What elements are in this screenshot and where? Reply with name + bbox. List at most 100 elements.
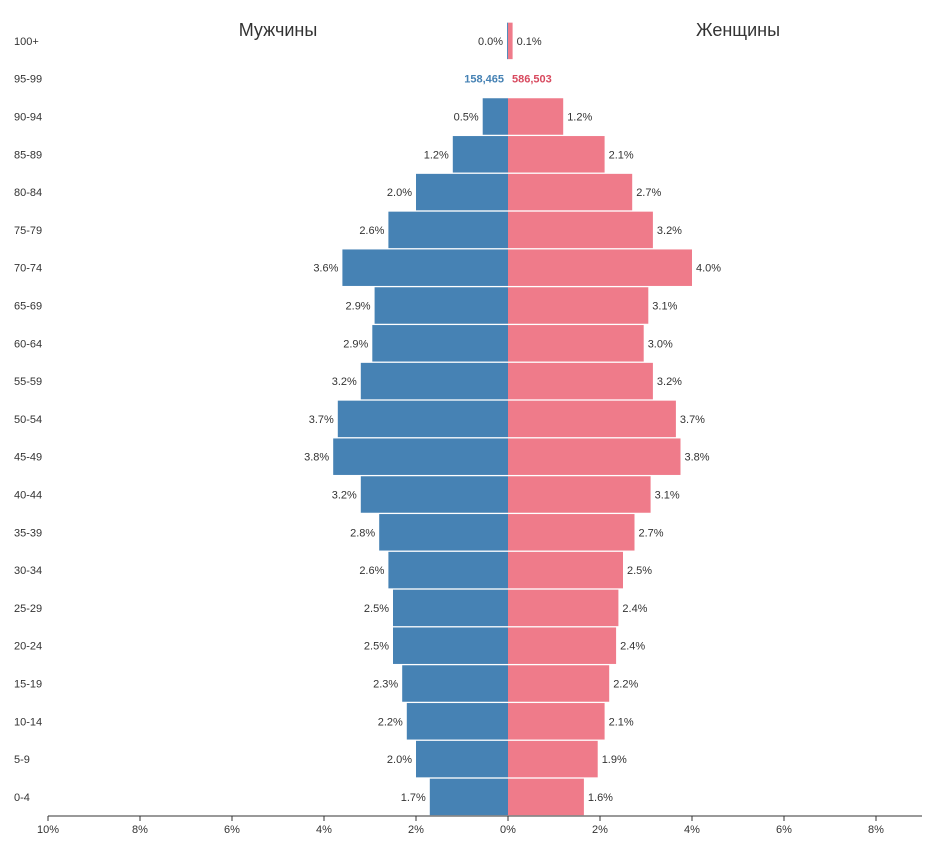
male-value-label-5-9: 2.0% <box>387 754 412 766</box>
male-bar-15-19 <box>402 665 508 702</box>
x-axis-tick-label: 10% <box>37 824 59 836</box>
age-label-90-94: 90-94 <box>14 112 42 124</box>
x-axis-tick-label: 6% <box>776 824 792 836</box>
age-label-70-74: 70-74 <box>14 263 42 275</box>
male-value-label-50-54: 3.7% <box>309 414 334 426</box>
female-bar-40-44 <box>508 476 651 513</box>
male-value-label-15-19: 2.3% <box>373 679 398 691</box>
male-value-label-30-34: 2.6% <box>359 565 384 577</box>
male-value-label-75-79: 2.6% <box>359 225 384 237</box>
female-bar-20-24 <box>508 627 617 664</box>
female-bar-25-29 <box>508 589 619 627</box>
female-value-label-65-69: 3.1% <box>652 301 677 313</box>
x-axis-tick-label: 8% <box>132 824 148 836</box>
x-axis-tick-label: 6% <box>224 824 240 836</box>
female-bar-70-74 <box>508 249 692 286</box>
male-bar-0-4 <box>429 778 508 816</box>
age-label-55-59: 55-59 <box>14 376 42 388</box>
female-bar-10-14 <box>508 703 605 740</box>
male-value-label-35-39: 2.8% <box>350 527 375 539</box>
female-value-label-55-59: 3.2% <box>657 376 682 388</box>
male-value-label-90-94: 0.5% <box>454 112 479 124</box>
female-value-label-100plus: 0.1% <box>517 36 542 48</box>
female-value-label-75-79: 3.2% <box>657 225 682 237</box>
labels-layer: 100+ 0.0% 0.1% 95-99 158,465 586,503 90-94 0.5%… <box>14 36 721 804</box>
female-bar-0-4 <box>508 778 584 816</box>
age-label-50-54: 50-54 <box>14 414 42 426</box>
female-title: Женщины <box>696 20 780 40</box>
male-bar-55-59 <box>360 362 508 400</box>
x-axis-tick-label: 4% <box>684 824 700 836</box>
male-value-label-70-74: 3.6% <box>313 263 338 275</box>
age-label-30-34: 30-34 <box>14 565 42 577</box>
female-bar-55-59 <box>508 362 653 400</box>
male-value-label-55-59: 3.2% <box>332 376 357 388</box>
female-value-label-15-19: 2.2% <box>613 679 638 691</box>
male-bar-90-94 <box>482 98 508 135</box>
male-bar-70-74 <box>342 249 508 286</box>
age-label-65-69: 65-69 <box>14 301 42 313</box>
male-value-label-60-64: 2.9% <box>343 338 368 350</box>
female-value-label-20-24: 2.4% <box>620 641 645 653</box>
female-value-label-35-39: 2.7% <box>639 527 664 539</box>
male-value-label-45-49: 3.8% <box>304 452 329 464</box>
age-label-25-29: 25-29 <box>14 603 42 615</box>
male-bar-60-64 <box>372 325 508 362</box>
female-bar-45-49 <box>508 438 681 475</box>
male-bar-45-49 <box>333 438 508 475</box>
female-value-label-10-14: 2.1% <box>609 716 634 728</box>
male-value-label-20-24: 2.5% <box>364 641 389 653</box>
female-value-label-60-64: 3.0% <box>648 338 673 350</box>
female-value-label-45-49: 3.8% <box>685 452 710 464</box>
female-value-label-90-94: 1.2% <box>567 112 592 124</box>
female-value-label-80-84: 2.7% <box>636 187 661 199</box>
male-value-label-10-14: 2.2% <box>378 716 403 728</box>
female-value-label-40-44: 3.1% <box>655 490 680 502</box>
male-bar-75-79 <box>388 211 508 249</box>
male-bar-30-34 <box>388 551 508 589</box>
age-label-20-24: 20-24 <box>14 641 42 653</box>
male-bar-35-39 <box>379 514 508 551</box>
male-bar-10-14 <box>406 703 508 740</box>
female-value-label-5-9: 1.9% <box>602 754 627 766</box>
age-label-15-19: 15-19 <box>14 679 42 691</box>
male-bar-50-54 <box>337 400 508 438</box>
age-label-75-79: 75-79 <box>14 225 42 237</box>
female-bar-65-69 <box>508 287 649 324</box>
age-label-5-9: 5-9 <box>14 754 30 766</box>
x-axis-tick-label: 2% <box>592 824 608 836</box>
female-value-label-0-4: 1.6% <box>588 792 613 804</box>
male-value-label-100plus: 0.0% <box>478 36 503 48</box>
age-label-80-84: 80-84 <box>14 187 42 199</box>
age-label-45-49: 45-49 <box>14 452 42 464</box>
female-bar-50-54 <box>508 400 676 438</box>
male-value-label-85-89: 1.2% <box>424 149 449 161</box>
male-bar-85-89 <box>452 136 508 173</box>
female-count-label: 586,503 <box>512 74 552 86</box>
female-value-label-30-34: 2.5% <box>627 565 652 577</box>
x-axis-tick-label: 0% <box>500 824 516 836</box>
x-axis-tick-label: 2% <box>408 824 424 836</box>
male-value-label-0-4: 1.7% <box>401 792 426 804</box>
female-bar-35-39 <box>508 514 635 551</box>
female-value-label-25-29: 2.4% <box>622 603 647 615</box>
female-bar-100plus <box>508 22 513 60</box>
x-axis-tick-label: 8% <box>868 824 884 836</box>
male-value-label-65-69: 2.9% <box>346 301 371 313</box>
female-bar-90-94 <box>508 98 564 135</box>
female-bar-15-19 <box>508 665 610 702</box>
male-value-label-40-44: 3.2% <box>332 490 357 502</box>
male-value-label-25-29: 2.5% <box>364 603 389 615</box>
female-bar-75-79 <box>508 211 653 249</box>
female-bar-80-84 <box>508 173 633 211</box>
female-bar-85-89 <box>508 136 605 173</box>
age-label-60-64: 60-64 <box>14 338 42 350</box>
female-bar-60-64 <box>508 325 644 362</box>
bars-layer <box>333 22 692 816</box>
male-bar-80-84 <box>416 173 508 211</box>
age-label-35-39: 35-39 <box>14 527 42 539</box>
male-bar-5-9 <box>416 740 508 778</box>
female-value-label-70-74: 4.0% <box>696 263 721 275</box>
